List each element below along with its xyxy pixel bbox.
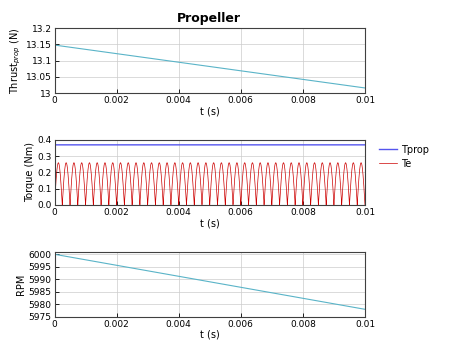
Te: [55, 161, 61, 165]
Y-axis label: Torque (Nm): Torque (Nm): [25, 143, 35, 202]
Te: [346, 188, 351, 192]
Y-axis label: RPM: RPM: [16, 274, 26, 295]
Tprop: [346, 143, 351, 147]
Tprop: [203, 143, 209, 147]
Tprop: [52, 143, 57, 147]
Tprop: [362, 143, 368, 147]
Te: [112, 183, 118, 187]
Tprop: [70, 143, 76, 147]
Tprop: [64, 143, 70, 147]
Y-axis label: Thrust$_{prop}$ (N): Thrust$_{prop}$ (N): [9, 27, 23, 94]
Text: Propeller: Propeller: [176, 12, 241, 25]
Tprop: [112, 143, 118, 147]
X-axis label: t (s): t (s): [200, 218, 219, 228]
Line: Te: Te: [55, 163, 365, 205]
Te: [70, 163, 76, 167]
Legend: Tprop, Te: Tprop, Te: [379, 145, 429, 169]
Te: [64, 166, 70, 170]
X-axis label: t (s): t (s): [200, 330, 219, 340]
Te: [362, 203, 368, 207]
Te: [52, 203, 57, 207]
X-axis label: t (s): t (s): [200, 106, 219, 116]
Tprop: [53, 143, 59, 147]
Te: [203, 161, 209, 165]
Te: [53, 180, 59, 184]
